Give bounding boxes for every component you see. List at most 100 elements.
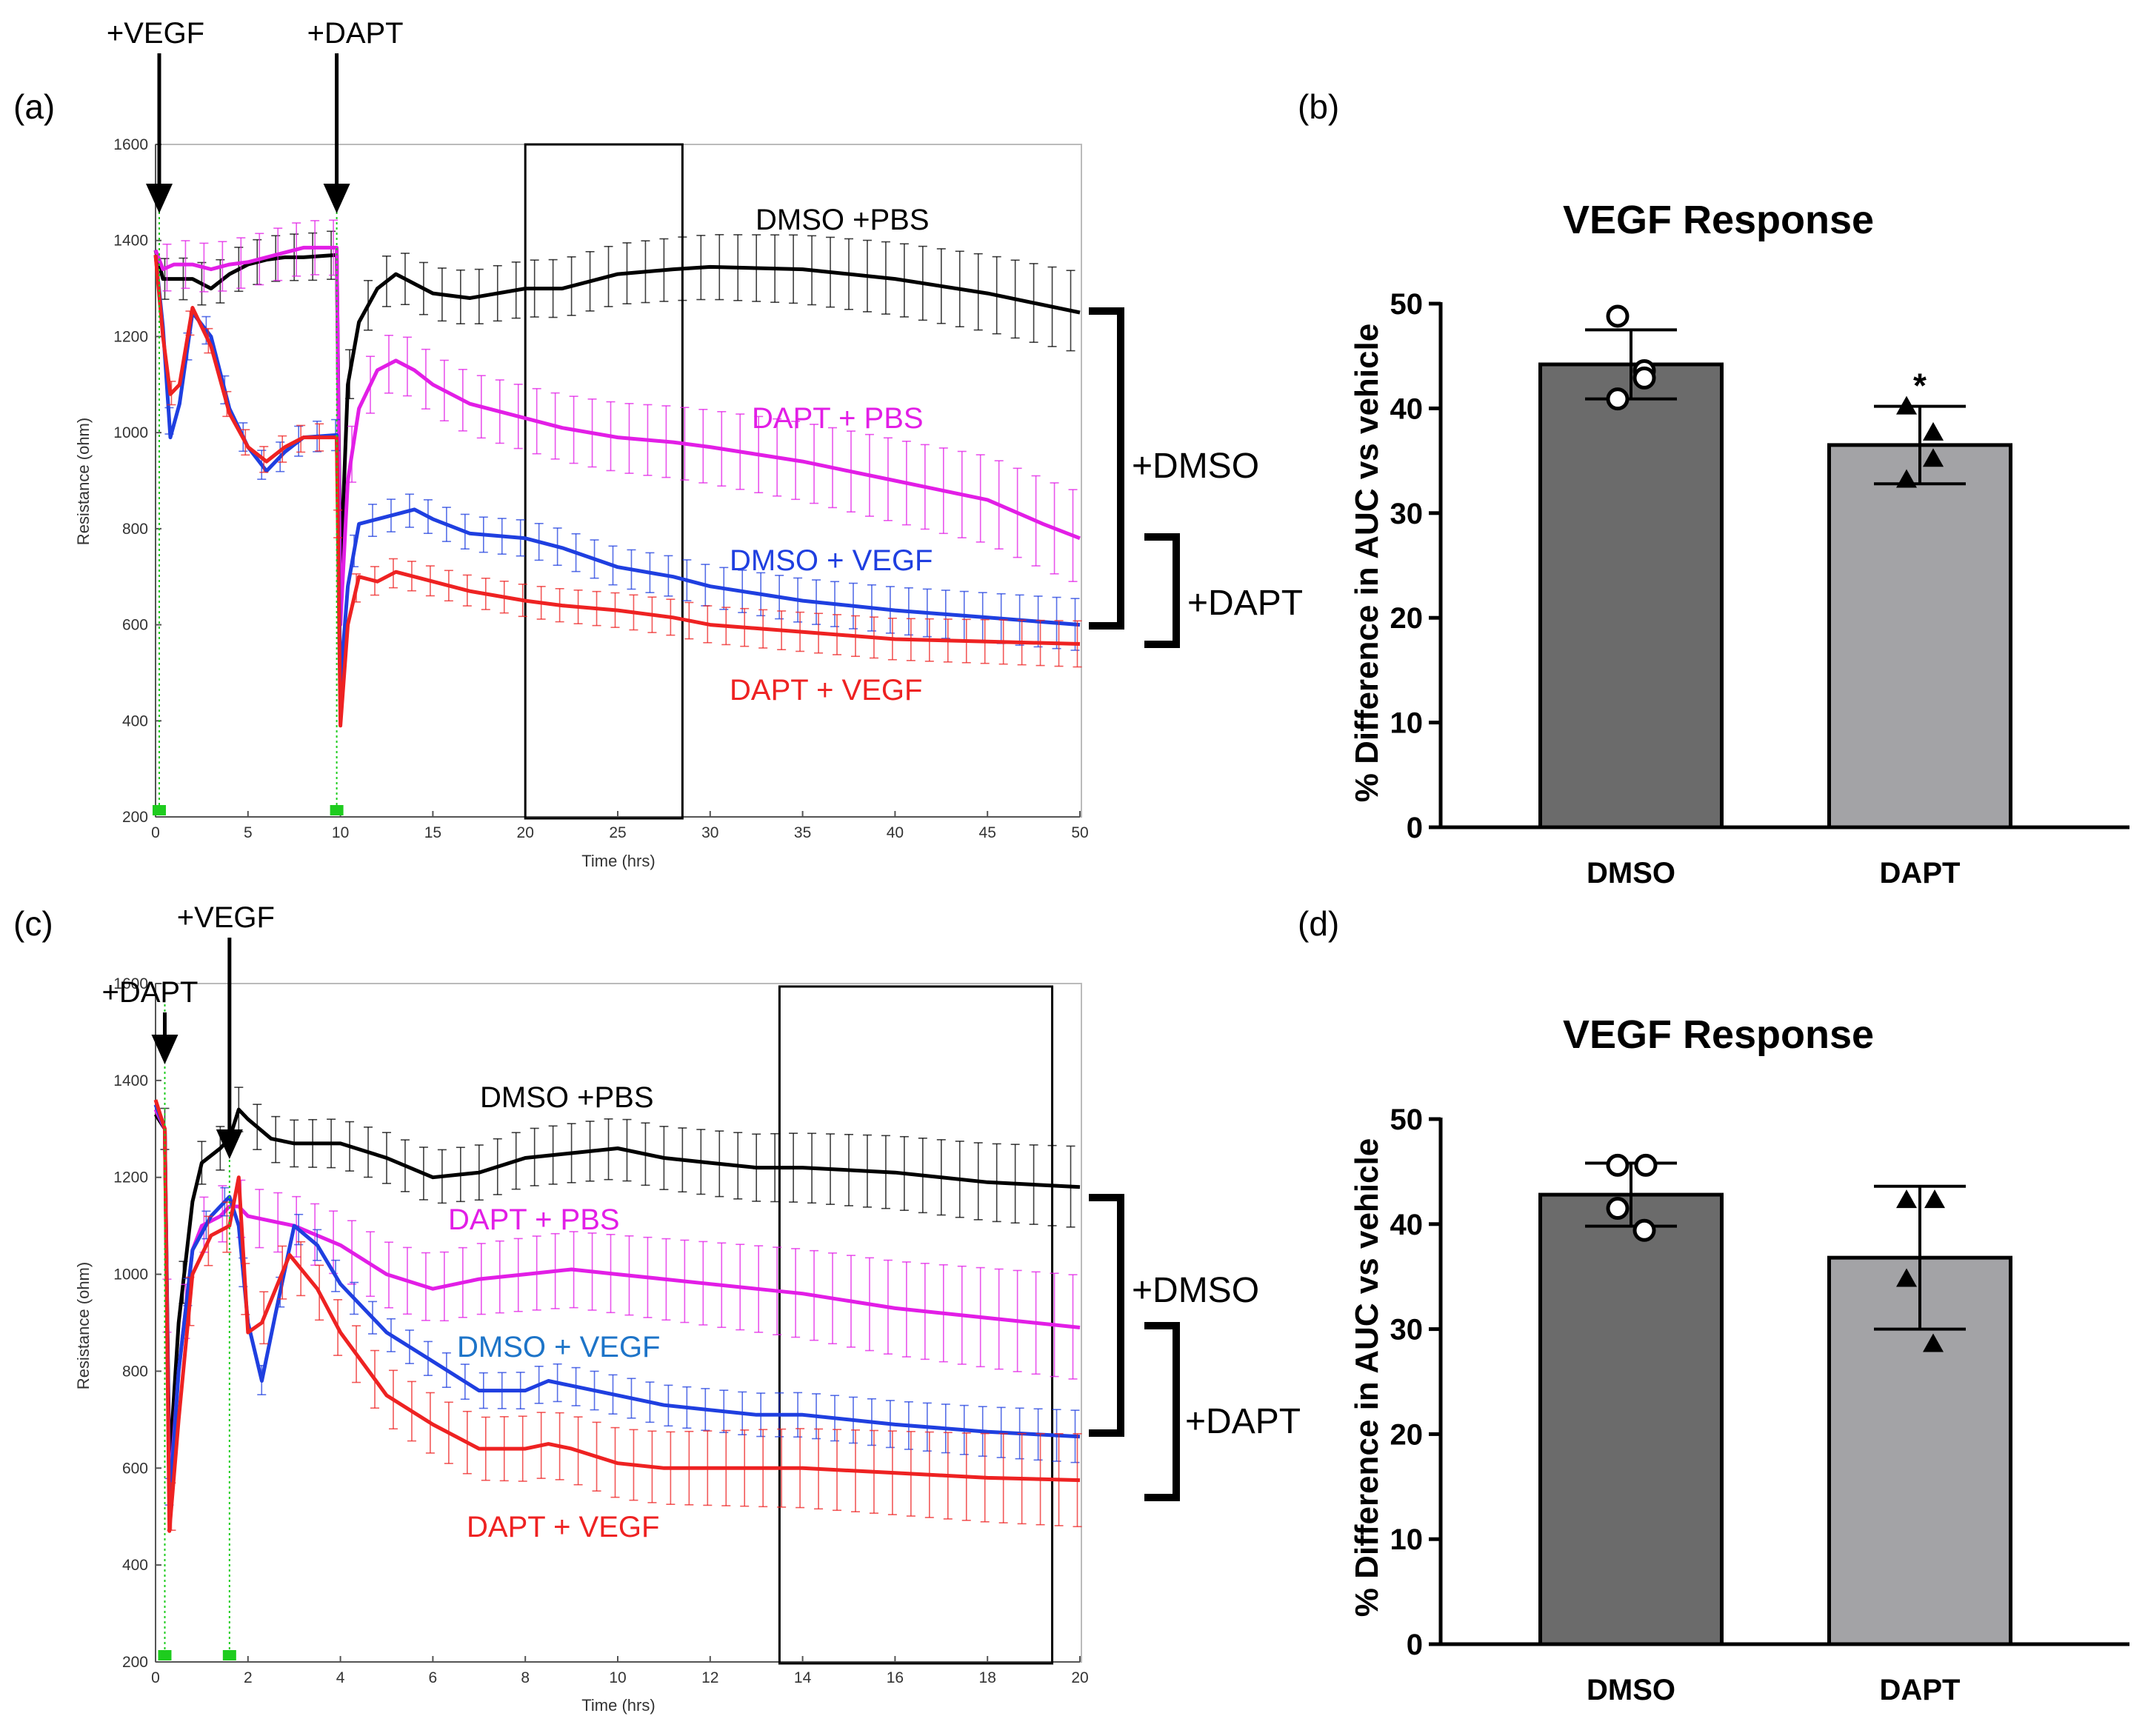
panel-b-y-tick-label: 20: [1390, 602, 1424, 635]
panel-a-x-tick-label: 10: [332, 824, 349, 841]
panel-a-line-chart: (a) 0 5 10 15 20 25 30 35 40 45 50 200 400 600 800 1000…: [13, 17, 1303, 870]
panel-c-x-tick-label: 18: [979, 1669, 996, 1686]
panel-a-y-tick-label: 600: [122, 617, 148, 634]
panel-d-data-point: [1632, 1218, 1656, 1242]
panel-b-data-point: [1896, 469, 1917, 488]
panel-a-x-tick-label: 35: [794, 824, 811, 841]
panel-d-data-point: [1923, 1333, 1944, 1352]
panel-a-analysis-window: [524, 143, 684, 820]
panel-a-y-tick-label: 200: [122, 809, 148, 826]
panel-a-label-dapt-pbs: DAPT + PBS: [752, 402, 924, 435]
panel-c-label-dapt-vegf: DAPT + VEGF: [467, 1511, 659, 1543]
panel-a-x-tick-label: 45: [979, 824, 996, 841]
panel-b-ylabel: % Difference in AUC vs vehicle: [1349, 324, 1385, 802]
panel-a-events: +VEGF +DAPT: [107, 17, 404, 817]
panel-c-x-tick-label: 12: [701, 1669, 718, 1686]
panel-c-dmso-bracket-label: +DMSO: [1132, 1271, 1259, 1310]
panel-b-y-tick-label: 40: [1390, 393, 1424, 425]
panel-c-x-tick-label: 10: [609, 1669, 626, 1686]
panel-b-axes: 0 10 20 30 40 50: [1390, 288, 2129, 844]
panel-d-data-point: [1896, 1268, 1917, 1287]
panel-d-label: (d): [1298, 904, 1339, 943]
panel-a-dmso-bracket: [1089, 307, 1124, 630]
panel-b-data-point: [1632, 366, 1656, 390]
panel-d-data-point: [1606, 1197, 1630, 1221]
panel-b-y-tick-label: 0: [1407, 812, 1423, 844]
panel-c-y-tick-label: 600: [122, 1460, 148, 1477]
panel-c-dmso-bracket: [1089, 1194, 1124, 1437]
panel-a-series: [153, 219, 1082, 728]
panel-a-x-tick-label: 40: [887, 824, 904, 841]
panel-c-series: [153, 1086, 1082, 1533]
panel-a-series-dapt-pbs: [153, 245, 1081, 627]
panel-c-series-dapt-vegf: [153, 1099, 1081, 1533]
panel-b-data-point: [1896, 395, 1917, 415]
panel-c-y-tick-label: 1400: [113, 1072, 148, 1089]
panel-a-y-tick-label: 1400: [113, 233, 148, 250]
panel-a-event-arrowhead: [323, 184, 350, 213]
panel-a-xlabel: Time (hrs): [581, 852, 655, 870]
panel-a-series-dmso-pbs: [153, 250, 1081, 579]
panel-c-plot-area: [155, 983, 1082, 1663]
panel-c-x-tick-label: 6: [429, 1669, 438, 1686]
panel-a-x-tick-label: 0: [151, 824, 160, 841]
panel-d-data-point: [1634, 1153, 1658, 1177]
panel-c-label-dmso-vegf: DMSO + VEGF: [457, 1331, 661, 1363]
panel-a-event-marker: [330, 805, 344, 815]
panel-b-y-tick-label: 30: [1390, 498, 1424, 530]
panel-c-series-dmso-vegf: [153, 1104, 1081, 1509]
panel-b-bars: DMSO * DAPT: [1538, 304, 2012, 889]
panel-a-event-marker: [152, 805, 166, 815]
panel-a-window: [524, 143, 684, 820]
panel-b-data-point: [1606, 387, 1630, 411]
panel-c-label-dapt-pbs: DAPT + PBS: [448, 1203, 620, 1236]
panel-c-y-tick-label: 1600: [113, 975, 148, 992]
panel-a-y-tick-label: 1600: [113, 136, 148, 153]
panel-d-data-point: [1924, 1189, 1945, 1209]
panel-b-data-point: [1606, 304, 1630, 328]
panel-c-ylabel: Resistance (ohm): [74, 1262, 93, 1389]
panel-c-series-dmso-pbs: [153, 1107, 1081, 1470]
panel-c-x-tick-label: 0: [151, 1669, 160, 1686]
panel-c-x-tick-label: 20: [1071, 1669, 1088, 1686]
panel-c-x-tick-label: 4: [336, 1669, 345, 1686]
panel-a-ylabel: Resistance (ohm): [74, 418, 93, 545]
panel-d-y-tick-label: 30: [1390, 1314, 1424, 1346]
panel-a-series-dapt-vegf: [153, 254, 1081, 728]
panel-a-dapt-bracket: [1144, 533, 1180, 648]
panel-c-event-marker: [222, 1650, 236, 1660]
panel-a-x-tick-label: 25: [609, 824, 626, 841]
panel-b-y-tick-label: 10: [1390, 707, 1424, 740]
panel-a-label-dmso-pbs: DMSO +PBS: [756, 204, 930, 236]
panel-a-label-dapt-vegf: DAPT + VEGF: [730, 674, 922, 707]
panel-a-x-tick-label: 15: [424, 824, 441, 841]
panel-d-axes: 0 10 20 30 40 50: [1390, 1104, 2129, 1661]
panel-d-title: VEGF Response: [1563, 1012, 1874, 1057]
panel-c-event-arrowhead: [216, 1129, 243, 1159]
panel-c-event-marker: [158, 1650, 172, 1660]
panel-c-x-tick-label: 8: [521, 1669, 530, 1686]
panel-a-x-tick-label: 20: [517, 824, 534, 841]
panel-d-bar-chart: (d) VEGF Response % Difference in AUC vs…: [1298, 904, 2129, 1706]
panel-c-y-tick-label: 400: [122, 1557, 148, 1574]
panel-b-y-tick-label: 50: [1390, 288, 1424, 321]
panel-d-data-point: [1896, 1189, 1917, 1209]
panel-d-category-label: DMSO: [1587, 1674, 1675, 1706]
panel-a-label-dmso-vegf: DMSO + VEGF: [730, 544, 933, 577]
panel-a-y-tick-label: 800: [122, 521, 148, 538]
panel-a-axes: 0 5 10 15 20 25 30 35 40 45 50 200 400 600 800 1000 1200…: [113, 136, 1088, 841]
panel-c-line-chart: (c) 0 2 4 6 8 10 12 14 16 18 20 200 400 600 800 1000 120…: [13, 901, 1301, 1715]
panel-d-bars: DMSO DAPT: [1538, 1153, 2012, 1706]
panel-a-x-tick-label: 50: [1071, 824, 1088, 841]
panel-a-y-tick-label: 1200: [113, 328, 148, 345]
panel-d-y-tick-label: 50: [1390, 1104, 1424, 1136]
panel-d-y-tick-label: 10: [1390, 1523, 1424, 1556]
panel-a-event-label: +VEGF: [107, 17, 204, 50]
panel-c-dapt-bracket-label: +DAPT: [1185, 1402, 1301, 1441]
panel-c-x-tick-label: 16: [887, 1669, 904, 1686]
panel-b-bar-dapt: [1827, 443, 2012, 829]
panel-b-bar-chart: (b) VEGF Response % Difference in AUC vs…: [1298, 87, 2129, 889]
panel-c-event-label: +DAPT: [101, 976, 198, 1009]
panel-c-y-tick-label: 200: [122, 1654, 148, 1671]
